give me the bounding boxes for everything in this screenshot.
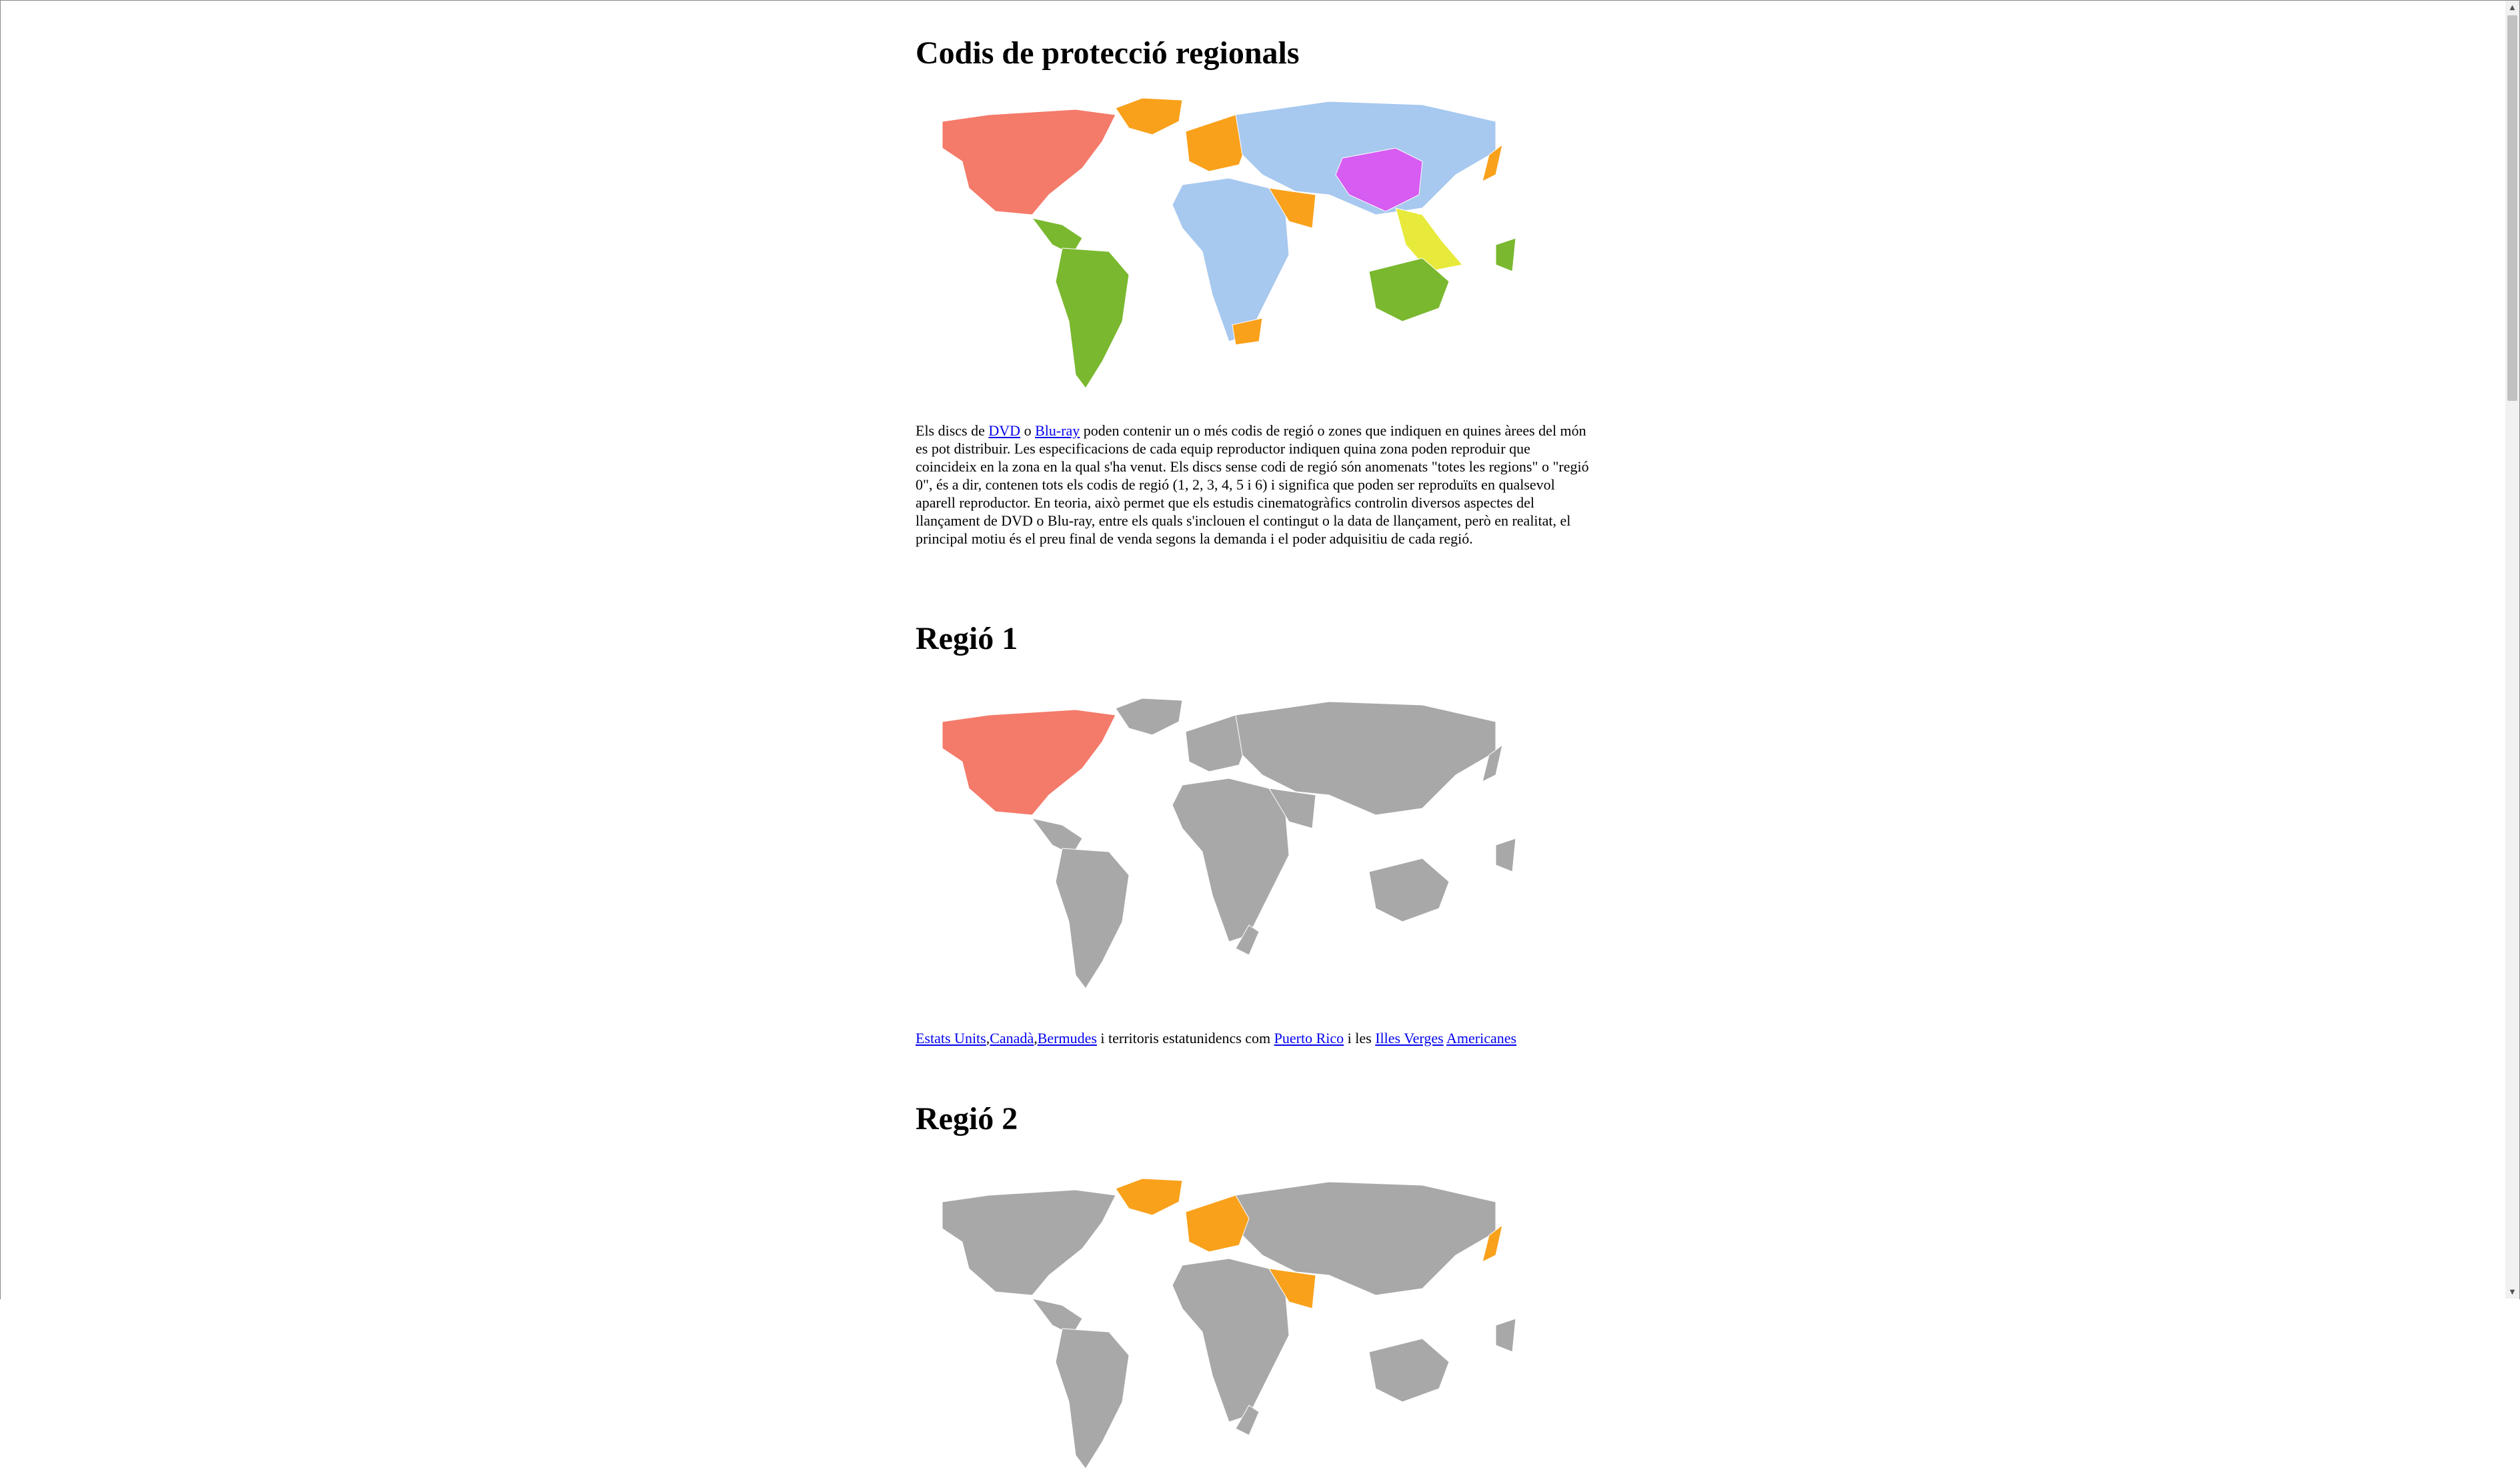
link-bermudes[interactable]: Bermudes: [1037, 1030, 1097, 1046]
link-dvd[interactable]: DVD: [988, 422, 1021, 439]
link-canada[interactable]: Canadà: [990, 1030, 1034, 1046]
link-puerto-rico[interactable]: Puerto Rico: [1274, 1030, 1344, 1046]
map-region-3-seasia: [1395, 207, 1463, 272]
link-bluray[interactable]: Blu-ray: [1035, 422, 1080, 439]
vertical-scrollbar[interactable]: ▲ ▼: [2505, 1, 2519, 1299]
map-region-4-nz: [1495, 237, 1516, 272]
heading-region-2: Regió 2: [916, 1101, 1018, 1137]
intro-text-1: Els discs de: [916, 422, 989, 439]
scroll-down-arrow-icon[interactable]: ▼: [2509, 1288, 2515, 1296]
scroll-up-arrow-icon[interactable]: ▲: [2509, 3, 2515, 11]
heading-region-1: Regió 1: [916, 621, 1018, 656]
link-americanes[interactable]: Americanes: [1446, 1030, 1517, 1046]
map-region-4-australia: [1368, 257, 1450, 322]
map-region-2-middleeast: [1268, 187, 1316, 229]
world-map-region-2: [942, 1178, 1516, 1469]
link-estats-units[interactable]: Estats Units: [916, 1030, 986, 1046]
map-region-2-greenland: [1115, 1178, 1183, 1216]
intro-paragraph: Els discs de DVD o Blu-ray poden conteni…: [916, 422, 1589, 548]
map-region-6-china: [1335, 147, 1423, 212]
scrollbar-thumb[interactable]: [2507, 15, 2517, 401]
map-region-2-southafrica: [1232, 317, 1263, 345]
map-region-2-japan: [1482, 143, 1503, 182]
map-region-4-central: [1031, 217, 1083, 255]
map-region-2-europe: [1185, 1195, 1250, 1253]
intro-text-3: poden contenir un o més codis de regió o…: [916, 422, 1589, 547]
map-region-4-south: [1055, 247, 1130, 389]
map-region-1-highlight: [942, 709, 1116, 816]
world-map-region-1: [942, 698, 1516, 989]
region-1-caption: Estats Units,Canadà,Bermudes i territori…: [916, 1030, 1517, 1046]
page-title: Codis de protecció regionals: [916, 35, 1300, 71]
intro-text-2: o: [1020, 422, 1036, 439]
map-region-2-greenland: [1115, 97, 1183, 135]
map-region-2-japan: [1482, 1224, 1503, 1263]
world-map-all-regions: [942, 97, 1516, 389]
map-region-5-africa: [1172, 177, 1290, 342]
link-illes-verges[interactable]: Illes Verges: [1375, 1030, 1444, 1046]
map-region-1: [942, 109, 1116, 215]
